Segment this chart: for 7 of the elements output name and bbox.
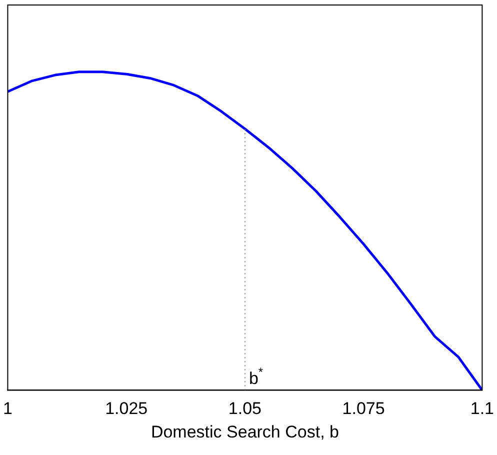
- x-tick-label: 1.1: [470, 399, 494, 418]
- x-tick-label: 1.05: [228, 399, 262, 418]
- x-axis-title: Domestic Search Cost, b: [150, 422, 339, 442]
- x-tick-label: 1: [2, 399, 12, 418]
- x-tick-label: 1.025: [105, 399, 148, 418]
- ref-line-label: b*: [248, 365, 264, 388]
- x-tick-label: 1.075: [342, 399, 385, 418]
